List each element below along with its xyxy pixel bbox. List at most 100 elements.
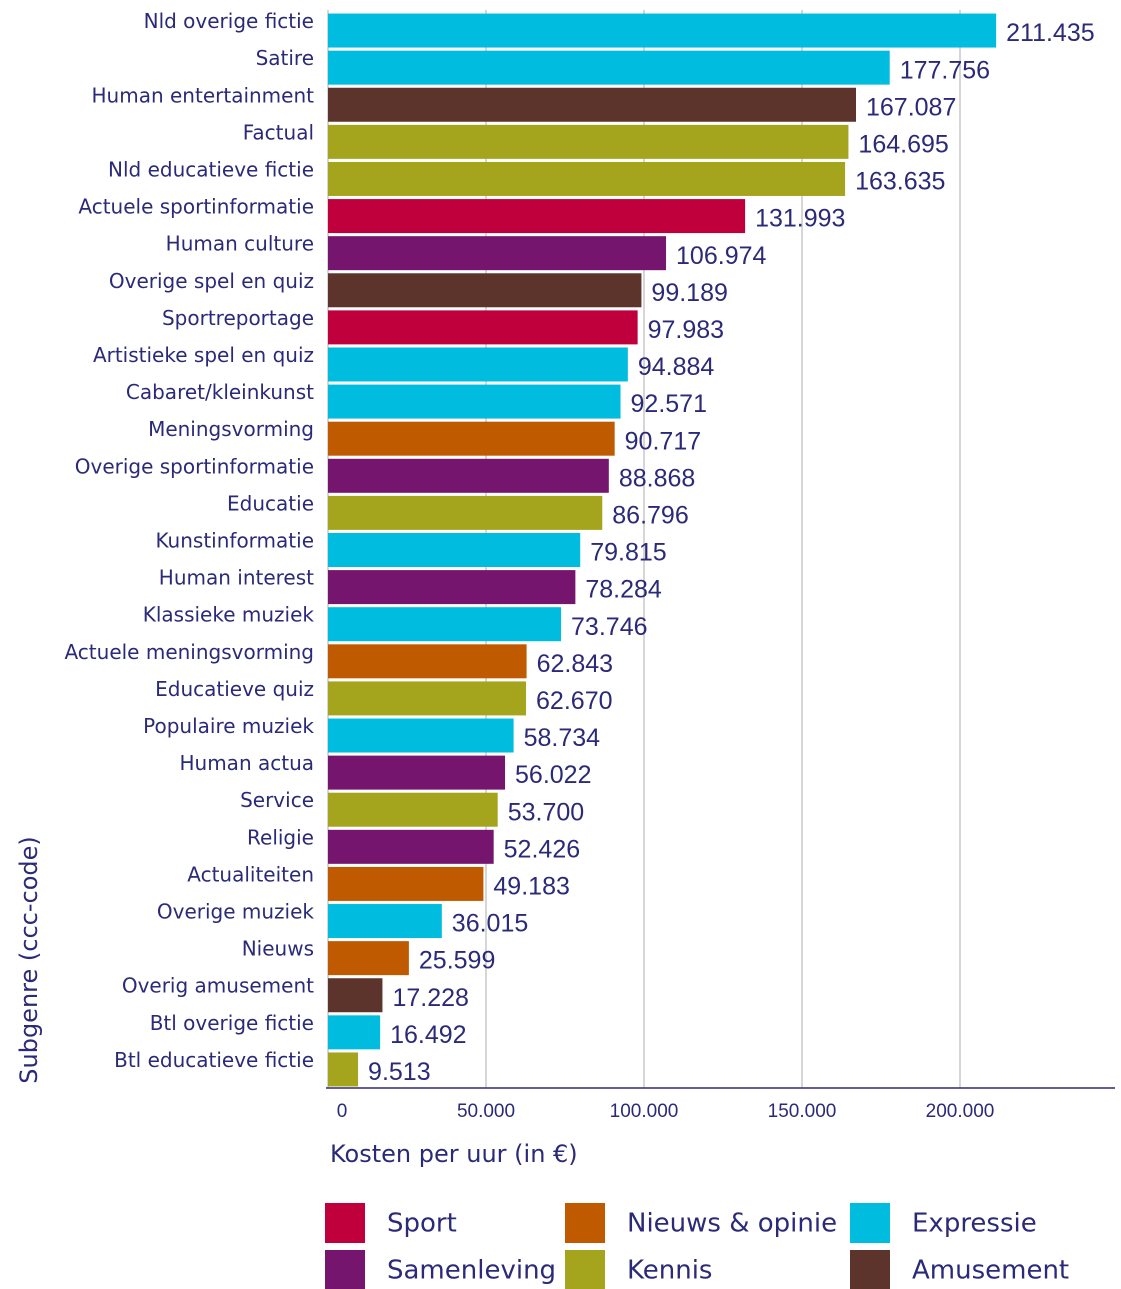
bar — [328, 1052, 359, 1087]
legend-swatch — [850, 1203, 890, 1243]
y-tick-label: Sportreportage — [162, 306, 314, 330]
value-label: 92.571 — [631, 390, 707, 418]
bar — [328, 236, 667, 271]
bar — [328, 87, 856, 122]
y-tick-label: Actuele meningsvorming — [64, 640, 314, 664]
value-label: 52.426 — [504, 835, 580, 863]
value-label: 94.884 — [638, 353, 715, 381]
bar — [328, 1015, 381, 1050]
legend-label: Kennis — [627, 1256, 712, 1286]
value-label: 9.513 — [368, 1058, 431, 1086]
y-tick-label: Btl educatieve fictie — [114, 1048, 314, 1072]
value-label: 53.700 — [508, 798, 584, 826]
value-label: 25.599 — [419, 947, 495, 975]
bar — [328, 458, 609, 493]
y-tick-label: Cabaret/kleinkunst — [126, 380, 314, 404]
value-label: 62.843 — [537, 650, 613, 678]
y-tick-label: Educatieve quiz — [155, 677, 314, 701]
y-tick-label: Factual — [243, 120, 314, 144]
bar — [328, 755, 506, 790]
legend-label: Samenleving — [387, 1256, 556, 1286]
value-label: 164.695 — [858, 130, 948, 158]
bar — [328, 941, 409, 976]
value-label: 177.756 — [900, 56, 990, 84]
x-tick-label: 150.000 — [768, 1101, 837, 1122]
y-tick-label: Overige sportinformatie — [75, 454, 314, 478]
bar — [328, 644, 527, 679]
y-tick-label: Overige spel en quiz — [109, 269, 314, 293]
y-tick-label: Nieuws — [242, 937, 314, 961]
x-tick-label: 200.000 — [926, 1101, 995, 1122]
y-tick-label: Actuele sportinformatie — [78, 195, 314, 219]
value-label: 49.183 — [493, 873, 569, 901]
y-tick-label: Klassieke muziek — [143, 603, 315, 627]
legend-label: Amusement — [912, 1256, 1069, 1286]
bar — [328, 310, 638, 345]
bar — [328, 607, 562, 642]
value-label: 86.796 — [612, 502, 688, 530]
legend-swatch — [325, 1250, 365, 1289]
value-label: 17.228 — [392, 984, 468, 1012]
value-label: 78.284 — [585, 576, 662, 604]
y-tick-label: Overige muziek — [157, 900, 315, 924]
bar — [328, 124, 849, 159]
bar — [328, 495, 603, 530]
value-label: 90.717 — [625, 427, 701, 455]
y-tick-label: Btl overige fictie — [150, 1011, 314, 1035]
legend-label: Sport — [387, 1209, 457, 1239]
value-label: 97.983 — [648, 316, 724, 344]
x-tick-label: 0 — [337, 1101, 348, 1122]
value-label: 88.868 — [619, 464, 695, 492]
y-tick-label: Nld educatieve fictie — [108, 157, 314, 181]
legend-swatch — [325, 1203, 365, 1243]
legend-swatch — [850, 1250, 890, 1289]
y-tick-label: Human interest — [159, 566, 314, 590]
x-tick-label: 50.000 — [457, 1101, 515, 1122]
legend-label: Expressie — [912, 1209, 1037, 1239]
bar — [328, 421, 615, 456]
y-tick-label: Kunstinformatie — [155, 529, 314, 553]
value-label: 211.435 — [1006, 19, 1095, 47]
y-tick-label: Service — [240, 788, 314, 812]
bar — [328, 273, 642, 308]
y-tick-label: Educatie — [227, 491, 314, 515]
y-tick-label: Nld overige fictie — [144, 9, 314, 33]
y-tick-label: Human entertainment — [92, 83, 315, 107]
value-label: 163.635 — [855, 168, 945, 196]
bar — [328, 199, 746, 234]
bar — [328, 161, 846, 196]
y-tick-label: Meningsvorming — [148, 417, 314, 441]
bar — [328, 904, 442, 939]
bar — [328, 50, 890, 85]
y-tick-label: Satire — [256, 46, 314, 70]
bar — [328, 13, 997, 48]
y-tick-label: Populaire muziek — [143, 714, 314, 738]
bar — [328, 347, 628, 382]
bar — [328, 718, 514, 753]
value-label: 167.087 — [866, 93, 956, 121]
y-tick-label: Actualiteiten — [187, 862, 314, 886]
legend-swatch — [565, 1250, 605, 1289]
bar — [328, 978, 383, 1013]
x-tick-label: 100.000 — [610, 1101, 679, 1122]
value-label: 106.974 — [676, 242, 766, 270]
y-axis-title: Subgenre (ccc-code) — [15, 836, 43, 1083]
y-tick-label: Human culture — [166, 232, 314, 256]
value-label: 131.993 — [755, 205, 845, 233]
x-axis-title: Kosten per uur (in €) — [330, 1140, 578, 1168]
value-label: 99.189 — [651, 279, 727, 307]
value-label: 73.746 — [571, 613, 647, 641]
bar — [328, 533, 581, 567]
y-tick-label: Overig amusement — [122, 974, 314, 998]
legend-swatch — [565, 1203, 605, 1243]
y-tick-label: Human actua — [179, 751, 314, 775]
bar — [328, 829, 494, 864]
bar — [328, 570, 576, 605]
bar — [328, 866, 484, 901]
y-tick-label: Artistieke spel en quiz — [93, 343, 314, 367]
value-label: 56.022 — [515, 761, 591, 789]
bar — [328, 384, 621, 419]
bar — [328, 792, 498, 827]
y-tick-label: Religie — [247, 825, 314, 849]
